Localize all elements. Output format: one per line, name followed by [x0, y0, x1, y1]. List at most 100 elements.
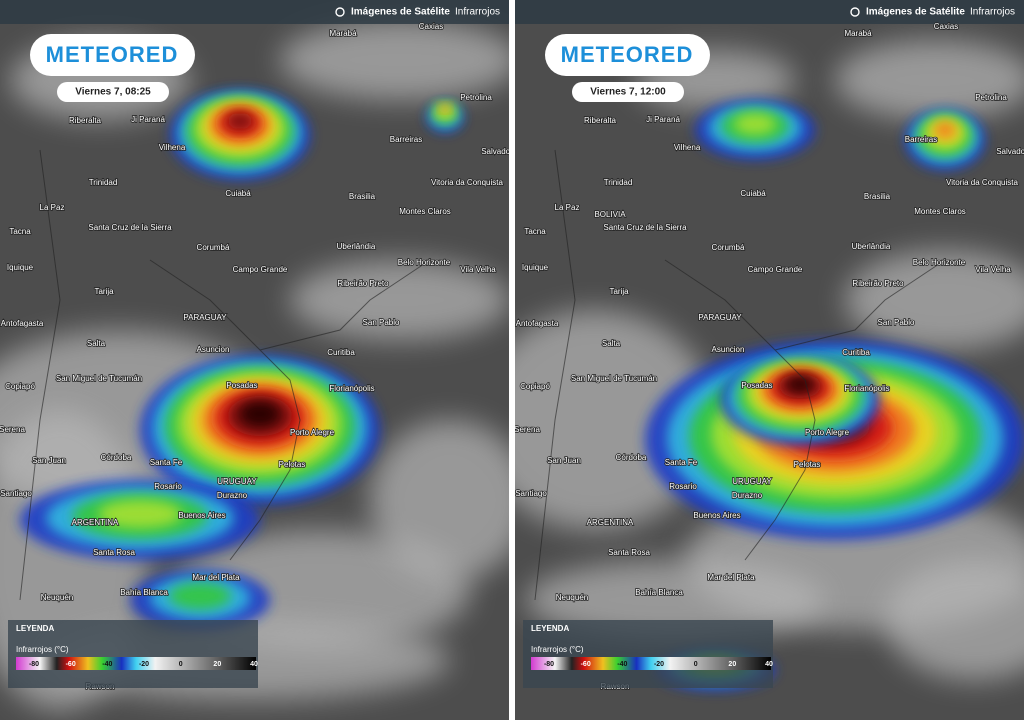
place-label: Montes Claros	[914, 207, 966, 216]
legend-tick: -60	[66, 661, 76, 668]
storm-layer	[240, 401, 280, 427]
place-label: San Pablo	[878, 318, 915, 327]
legend-tick: 20	[213, 661, 221, 668]
place-label: Vitoria da Conquista	[431, 178, 503, 187]
satellite-icon	[335, 7, 345, 17]
header-bar	[0, 0, 509, 24]
place-label: Mar del Plata	[707, 573, 755, 582]
legend-tick: -40	[617, 661, 627, 668]
satellite-panel: Imágenes de Satélite Infrarrojos METEORED V…	[514, 0, 1024, 720]
legend-tick: -40	[102, 661, 112, 668]
place-label: Belo Horizonte	[913, 258, 966, 267]
place-label: Curitiba	[842, 348, 870, 357]
place-label: Ji Paraná	[131, 115, 165, 124]
place-label: Florianópolis	[844, 384, 889, 393]
place-label: Cuiabá	[225, 189, 251, 198]
place-label: Santa Rosa	[93, 548, 135, 557]
place-label: Buenos Aires	[693, 511, 740, 520]
place-label: ARGENTINA	[72, 518, 119, 527]
legend-tick: 0	[179, 661, 183, 668]
storm-layer	[440, 104, 450, 112]
cloud	[835, 40, 1024, 120]
logo-pill	[30, 34, 195, 76]
place-label: Asuncion	[197, 345, 230, 354]
place-label: Tarija	[94, 287, 114, 296]
place-label: Rosario	[669, 482, 697, 491]
place-label: Pelotas	[279, 460, 306, 469]
place-label: Salvador	[996, 147, 1024, 156]
place-label: Copiapó	[5, 382, 35, 391]
cloud	[845, 250, 1024, 350]
storm-layer	[935, 122, 955, 138]
place-label: ARGENTINA	[587, 518, 634, 527]
header-layer: Infrarrojos	[970, 7, 1015, 18]
header-layer: Infrarrojos	[455, 7, 500, 18]
place-label: URUGUAY	[732, 477, 772, 486]
timestamp: Viernes 7, 08:25	[75, 87, 151, 98]
place-label: Ribeirão Preto	[337, 279, 389, 288]
place-label: Barreiras	[905, 135, 937, 144]
place-label: Posadas	[741, 381, 772, 390]
storm-layer	[168, 582, 232, 610]
place-label: Tacna	[524, 227, 546, 236]
legend-tick: 40	[250, 661, 258, 668]
place-label: Riberalta	[69, 116, 102, 125]
place-label: Santa Fe	[150, 458, 183, 467]
place-label: Santiago	[515, 489, 547, 498]
place-label: Caxias	[934, 22, 958, 31]
place-label: Vila Velha	[460, 265, 496, 274]
header-title: Imágenes de Satélite	[866, 7, 965, 18]
place-label: Santa Cruz de la Sierra	[603, 223, 687, 232]
satellite-panel: Imágenes de Satélite Infrarrojos METEORED V…	[0, 0, 509, 720]
border-line	[534, 149, 946, 601]
place-label: Petrolina	[460, 93, 492, 102]
legend-box	[523, 620, 773, 688]
satellite-icon	[850, 7, 860, 17]
place-label: Belo Horizonte	[398, 258, 451, 267]
place-label: La Paz	[40, 203, 65, 212]
border-line	[19, 149, 431, 601]
legend-tick: -20	[654, 661, 664, 668]
place-label: Barreiras	[390, 135, 422, 144]
place-label: PARAGUAY	[698, 313, 742, 322]
place-label: Copiapó	[520, 382, 550, 391]
place-label: Brasilia	[864, 192, 891, 201]
logo: METEORED	[561, 42, 694, 67]
place-label: Salta	[87, 339, 106, 348]
storm-layer	[786, 376, 814, 392]
legend-scale	[531, 657, 771, 670]
place-label: Caxias	[419, 22, 443, 31]
place-label: Santa Cruz de la Sierra	[88, 223, 172, 232]
timestamp: Viernes 7, 12:00	[590, 87, 666, 98]
place-label: Trinidad	[89, 178, 118, 187]
logo-pill	[545, 34, 710, 76]
cloud	[280, 20, 509, 100]
legend-tick: -20	[139, 661, 149, 668]
timestamp-pill	[57, 82, 169, 102]
place-label: Campo Grande	[233, 265, 288, 274]
place-label: Durazno	[217, 491, 248, 500]
country-label: BOLIVIA	[594, 210, 626, 219]
place-label: PARAGUAY	[183, 313, 227, 322]
place-label: Santa Fe	[665, 458, 698, 467]
legend-heading: Infrarrojos (°C)	[531, 645, 584, 654]
place-label: Tacna	[9, 227, 31, 236]
place-label: Serena	[514, 425, 540, 434]
place-label: Durazno	[732, 491, 763, 500]
place-label: Ji Paraná	[646, 115, 680, 124]
legend-title: LEYENDA	[531, 624, 569, 633]
storm-layer	[734, 113, 776, 135]
header-title: Imágenes de Satélite	[351, 7, 450, 18]
place-label: Pelotas	[794, 460, 821, 469]
place-label: Uberlândia	[852, 242, 891, 251]
cloud	[290, 260, 509, 340]
place-label: San Miguel de Tucumán	[571, 374, 657, 383]
cloud	[885, 560, 1024, 680]
place-label: Curitiba	[327, 348, 355, 357]
storm-layer	[98, 500, 182, 528]
legend-tick: -80	[544, 661, 554, 668]
place-label: Marabá	[844, 29, 872, 38]
legend-tick: -60	[581, 661, 591, 668]
place-label: Vilhena	[674, 143, 701, 152]
